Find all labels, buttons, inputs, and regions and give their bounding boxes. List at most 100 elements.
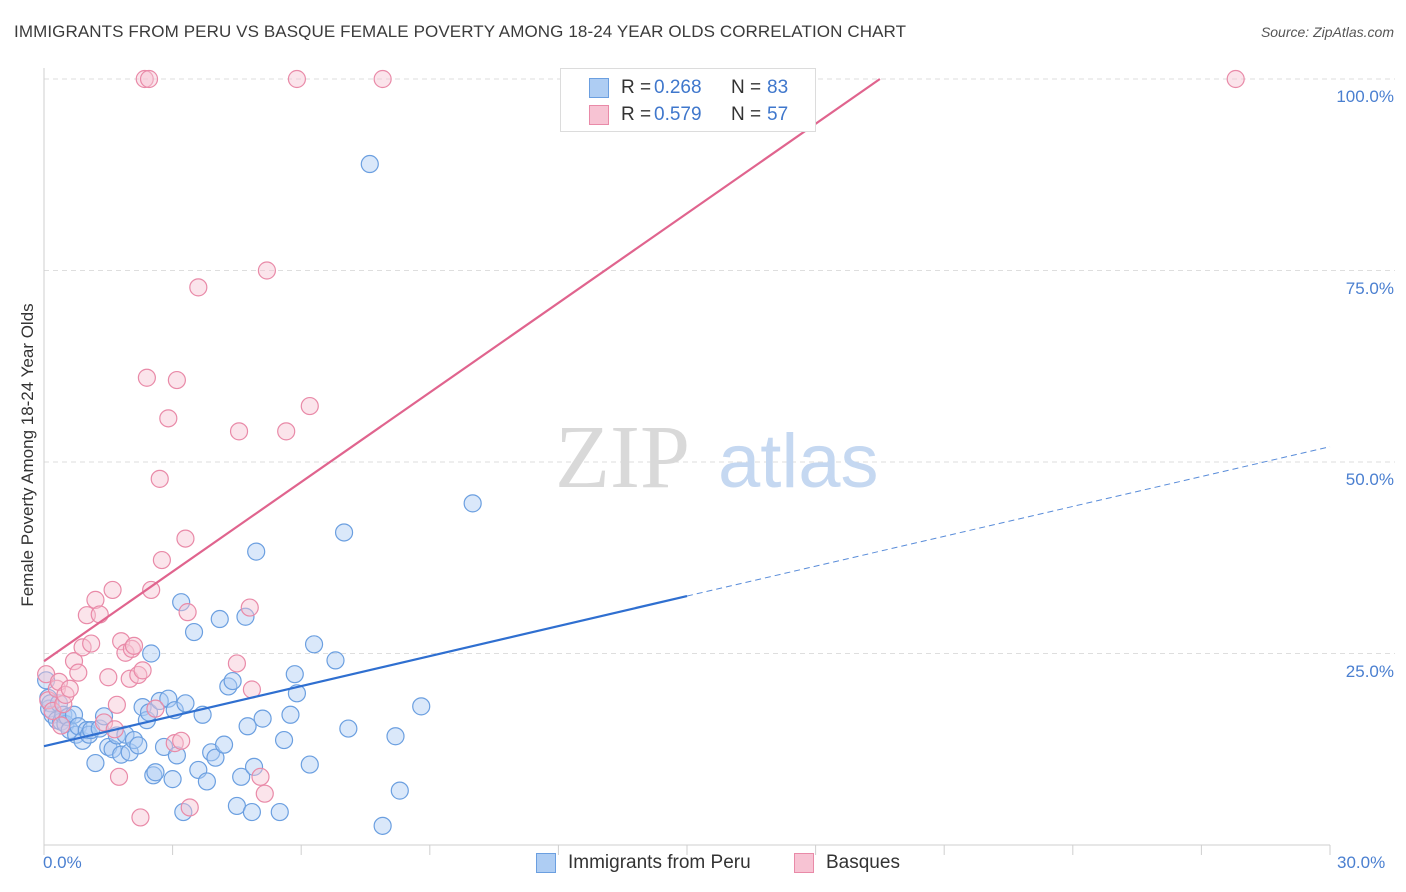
peru-point	[144, 766, 163, 785]
peru-trend-line	[43, 594, 688, 748]
legend-n-label: N =	[731, 77, 762, 98]
source-credit: Source: ZipAtlas.com	[1260, 24, 1394, 40]
legend-r-label: R =	[621, 77, 652, 98]
basques-point	[167, 370, 186, 390]
basques-point	[142, 580, 161, 600]
peru-point	[214, 735, 234, 754]
peru-point	[172, 593, 191, 612]
bottom-legend-swatch-basques	[794, 853, 814, 873]
peru-point	[300, 755, 319, 774]
series-peru-points	[37, 154, 482, 835]
legend-r-label: R =	[621, 104, 652, 125]
y-tick-label: 50.0%	[1345, 470, 1394, 489]
peru-point	[163, 770, 182, 789]
peru-point	[281, 705, 300, 724]
bottom-legend-basques: Basques	[794, 851, 924, 875]
y-tick-label: 100.0%	[1336, 87, 1394, 106]
basques-point	[107, 695, 126, 714]
legend-n-label: N =	[731, 104, 762, 125]
legend-r-value: 0.268	[654, 77, 702, 98]
basques-point	[73, 638, 92, 657]
basques-trend-line	[43, 78, 881, 663]
basques-point	[240, 598, 259, 617]
peru-point	[334, 523, 354, 542]
basques-point	[109, 767, 129, 786]
peru-point	[129, 736, 148, 755]
basques-point	[172, 731, 191, 750]
basques-point	[152, 550, 171, 570]
legend-n-value: 57	[767, 104, 789, 125]
peru-point	[412, 697, 431, 716]
peru-trend-extension	[686, 446, 1331, 597]
peru-point	[360, 154, 379, 174]
basques-point	[86, 590, 105, 609]
legend-r-value: 0.579	[654, 104, 702, 125]
peru-point	[142, 644, 161, 663]
peru-point	[242, 802, 262, 822]
basques-point	[227, 654, 246, 673]
trend-lines	[43, 78, 1331, 748]
peru-point	[86, 753, 105, 773]
peru-point	[154, 737, 174, 757]
basques-point	[189, 278, 208, 297]
basques-point	[133, 661, 152, 680]
peru-point	[94, 707, 114, 726]
peru-point	[184, 622, 204, 642]
peru-point	[244, 757, 264, 776]
peru-point	[304, 635, 324, 654]
peru-point	[238, 717, 257, 736]
basques-point	[255, 784, 274, 803]
basques-point	[251, 767, 270, 786]
peru-point	[64, 705, 84, 724]
peru-point	[103, 740, 122, 759]
basques-point	[178, 603, 197, 622]
basques-point	[146, 699, 165, 718]
peru-point	[270, 802, 289, 822]
peru-point	[176, 694, 195, 713]
basques-point	[139, 69, 159, 89]
watermark-zip: ZIP	[555, 408, 690, 507]
x-tick-label-min: 0.0%	[43, 853, 82, 872]
basques-point	[90, 605, 109, 624]
basques-point	[60, 679, 79, 698]
peru-point	[386, 727, 405, 746]
peru-point	[232, 767, 251, 786]
basques-point	[64, 652, 84, 671]
y-tick-label: 75.0%	[1345, 278, 1394, 298]
basques-point	[43, 701, 62, 721]
basques-point	[77, 606, 96, 625]
peru-point	[174, 802, 193, 822]
peru-point	[390, 781, 409, 800]
basques-point	[94, 713, 114, 732]
basques-point	[150, 469, 169, 488]
y-tick-label: 25.0%	[1345, 661, 1394, 681]
basques-point	[69, 663, 88, 682]
peru-point	[339, 719, 358, 738]
basques-point	[122, 639, 141, 659]
basques-point	[159, 409, 178, 428]
basques-point	[131, 808, 150, 827]
basques-point	[300, 396, 319, 416]
peru-point	[223, 671, 242, 691]
basques-point	[180, 798, 199, 817]
basques-point	[124, 636, 144, 655]
legend: R = 0.268 N = 83 R = 0.579 N = 57	[560, 68, 816, 132]
basques-point	[373, 69, 392, 89]
bottom-legend-label-peru: Immigrants from Peru	[568, 852, 751, 873]
bottom-legend-peru: Immigrants from Peru	[536, 851, 776, 875]
basques-point	[120, 669, 139, 688]
x-tick-label-max: 30.0%	[1337, 853, 1386, 872]
bottom-legend-label-basques: Basques	[826, 852, 900, 873]
peru-point	[197, 772, 216, 791]
watermark: ZIP atlas	[555, 408, 879, 507]
peru-point	[146, 763, 165, 782]
basques-point	[257, 261, 277, 280]
basques-point	[103, 580, 122, 600]
basques-point	[176, 529, 195, 548]
basques-point	[99, 668, 118, 687]
peru-point	[210, 609, 229, 629]
basques-point	[52, 716, 71, 735]
peru-point	[159, 689, 178, 708]
legend-row-peru: R = 0.268 N = 83	[561, 75, 815, 101]
peru-point	[326, 651, 345, 670]
